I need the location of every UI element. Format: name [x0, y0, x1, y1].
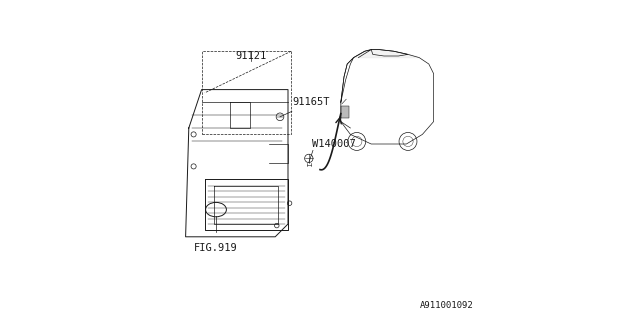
Text: W140007: W140007 [312, 139, 356, 149]
Text: FIG.919: FIG.919 [194, 243, 238, 253]
Polygon shape [354, 50, 419, 58]
Bar [342, 106, 349, 118]
Text: A911001092: A911001092 [420, 301, 474, 310]
Text: 91121: 91121 [236, 51, 267, 61]
Text: 91165T: 91165T [292, 97, 330, 107]
